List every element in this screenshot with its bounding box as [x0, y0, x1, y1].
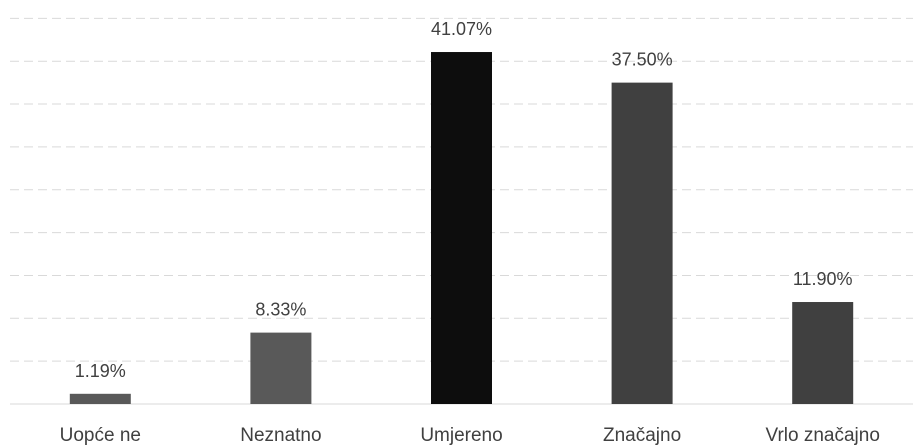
data-label: 8.33%: [255, 300, 306, 320]
bar: [792, 302, 854, 404]
bars: [69, 52, 854, 405]
data-label: 1.19%: [75, 361, 126, 381]
category-labels: Uopće ne Neznatno Umjereno Značajno Vrlo zna…: [60, 425, 880, 446]
data-labels: 1.19% 8.33% 41.07% 37.50% 11.90%: [75, 19, 853, 381]
data-label: 11.90%: [793, 269, 853, 289]
x-tick-label: Neznatno: [240, 425, 321, 446]
bar: [431, 52, 492, 405]
x-tick-label: Uopće ne: [60, 425, 141, 446]
x-tick-label: Značajno: [603, 425, 681, 446]
bar: [250, 332, 312, 404]
bar: [69, 393, 131, 404]
data-label: 41.07%: [431, 19, 492, 39]
data-label: 37.50%: [612, 50, 673, 70]
bar: [611, 82, 673, 404]
x-tick-label: Umjereno: [420, 425, 502, 446]
x-tick-label: Vrlo značajno: [765, 425, 879, 446]
